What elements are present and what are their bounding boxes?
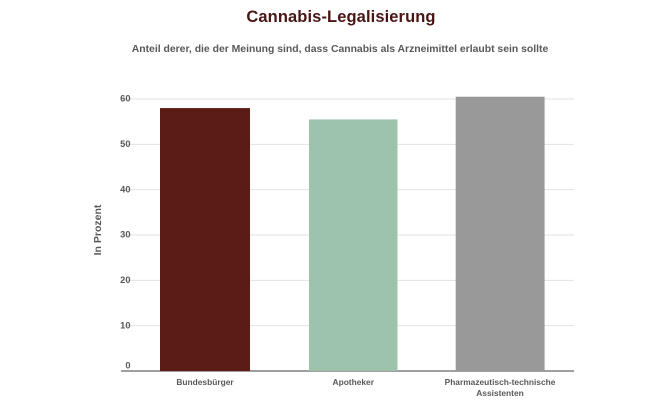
svg-text:0: 0 <box>125 360 130 370</box>
svg-text:10: 10 <box>120 320 130 330</box>
svg-text:40: 40 <box>120 184 130 194</box>
svg-text:60: 60 <box>120 94 130 104</box>
svg-text:In Prozent: In Prozent <box>92 204 104 255</box>
svg-text:Bundesbürger: Bundesbürger <box>176 377 234 387</box>
svg-text:30: 30 <box>120 230 130 240</box>
svg-text:50: 50 <box>120 139 130 149</box>
svg-text:Assistenten: Assistenten <box>476 388 523 398</box>
svg-text:Pharmazeutisch-technische: Pharmazeutisch-technische <box>445 377 556 387</box>
svg-text:Apotheker: Apotheker <box>333 377 375 387</box>
svg-text:20: 20 <box>120 275 130 285</box>
